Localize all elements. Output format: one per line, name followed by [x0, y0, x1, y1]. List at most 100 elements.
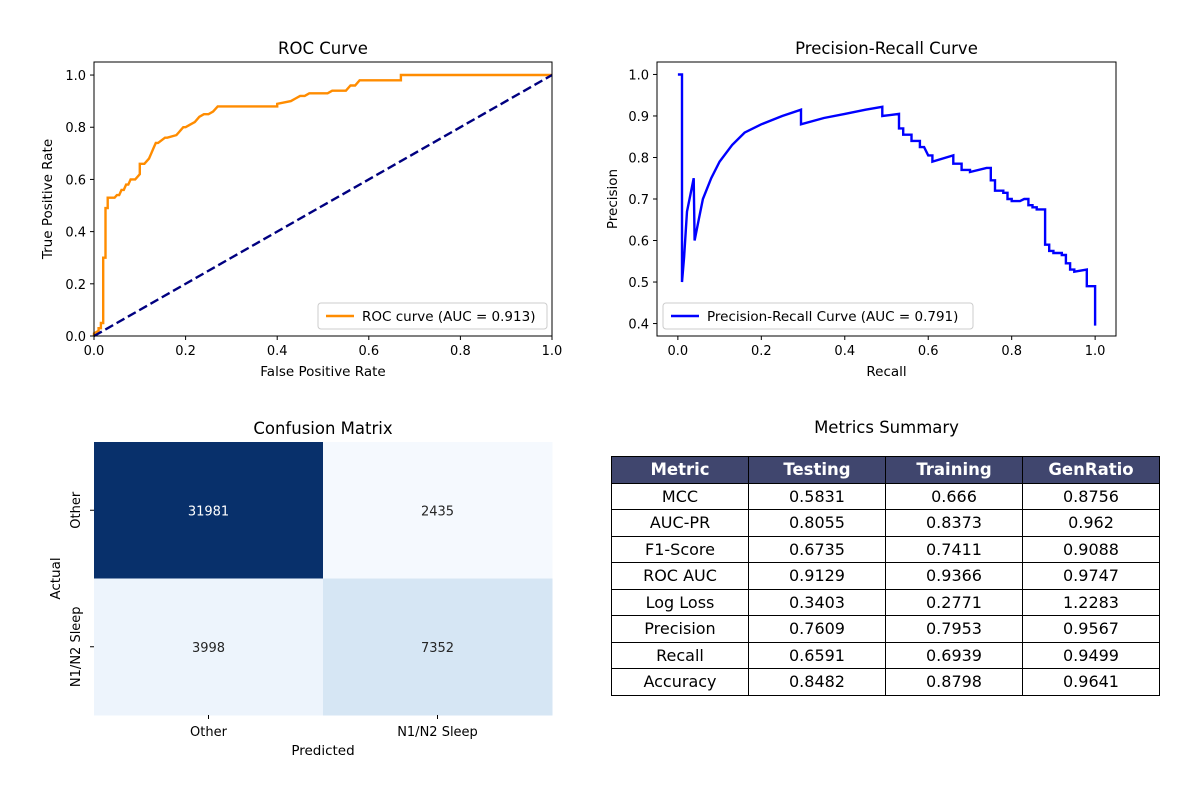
metrics-cell: 0.8482 — [748, 668, 886, 696]
metrics-cell: MCC — [611, 482, 749, 510]
metrics-cell: 0.9088 — [1022, 535, 1160, 563]
metrics-cell: 0.3403 — [748, 588, 886, 616]
pr-ylabel: Precision — [605, 169, 621, 229]
metrics-cell: 0.666 — [885, 482, 1023, 510]
metrics-row: Precision 0.7609 0.7953 0.9567 — [611, 615, 1160, 643]
metrics-summary-title: Metrics Summary — [814, 418, 959, 437]
roc-ytick-label: 1.0 — [65, 69, 86, 84]
roc-legend-box — [317, 302, 548, 330]
metrics-cell: 0.8756 — [1022, 482, 1160, 510]
cm-cell — [94, 578, 324, 716]
roc-series-chance-line — [93, 73, 553, 338]
metrics-row: ROC AUC 0.9129 0.9366 0.9747 — [611, 562, 1160, 590]
metrics-table: Metric Testing Training GenRatio MCC 0.5831 0.… — [611, 456, 1160, 696]
cm-ylabel: Actual — [48, 557, 64, 599]
pr-xlabel: Recall — [866, 364, 906, 380]
cm-cell-value: 7352 — [421, 641, 454, 656]
metrics-cell: 0.8798 — [885, 668, 1023, 696]
cm-cell — [323, 578, 553, 716]
metrics-cell: 0.6735 — [748, 535, 886, 563]
metrics-cell: 1.2283 — [1022, 588, 1160, 616]
roc-title: ROC Curve — [278, 39, 368, 58]
metrics-cell: 0.6939 — [885, 641, 1023, 669]
metrics-cell: 0.7953 — [885, 615, 1023, 643]
pr-xtick-label: 0.6 — [918, 344, 939, 359]
pr-xtick-label: 0.2 — [751, 344, 772, 359]
metrics-cell: AUC-PR — [611, 509, 749, 537]
metrics-cell: 0.9641 — [1022, 668, 1160, 696]
cm-xtick-label: N1/N2 Sleep — [397, 725, 478, 740]
cm-title: Confusion Matrix — [253, 419, 393, 438]
metrics-row: Recall 0.6591 0.6939 0.9499 — [611, 641, 1160, 669]
pr-ytick-label: 0.6 — [628, 235, 649, 250]
roc-ylabel: True Positive Rate — [40, 139, 56, 260]
pr-ytick-label: 0.8 — [628, 151, 649, 166]
roc-series-curve — [92, 73, 552, 336]
roc-ytick-label: 0.8 — [65, 121, 86, 136]
metrics-cell: 0.6591 — [748, 641, 886, 669]
metrics-cell: 0.9499 — [1022, 641, 1160, 669]
metrics-row: F1-Score 0.6735 0.7411 0.9088 — [611, 535, 1160, 563]
pr-title: Precision-Recall Curve — [795, 39, 978, 58]
metrics-header-cell: GenRatio — [1022, 456, 1160, 484]
metrics-cell: 0.9366 — [885, 562, 1023, 590]
pr-xtick-label: 1.0 — [1085, 344, 1106, 359]
metrics-cell: 0.7609 — [748, 615, 886, 643]
pr-series-curve — [677, 73, 1097, 326]
metrics-header-cell: Training — [885, 456, 1023, 484]
pr-legend-label: Precision-Recall Curve (AUC = 0.791) — [707, 309, 958, 325]
metrics-row: MCC 0.5831 0.666 0.8756 — [611, 482, 1160, 510]
pr-ytick-label: 0.9 — [628, 110, 649, 125]
roc-ytick-label: 0.0 — [65, 330, 86, 345]
cm-cell — [323, 442, 553, 579]
roc-xlabel: False Positive Rate — [260, 364, 385, 380]
roc-legend-label: ROC curve (AUC = 0.913) — [362, 309, 535, 325]
roc-ytick-label: 0.4 — [65, 226, 86, 241]
metrics-cell: 0.8373 — [885, 509, 1023, 537]
cm-cell-value: 3998 — [192, 641, 225, 656]
metrics-cell: Accuracy — [611, 668, 749, 696]
pr-xtick-label: 0.8 — [1001, 344, 1022, 359]
roc-xtick-label: 1.0 — [542, 344, 563, 359]
cm-xtick-label: Other — [190, 725, 228, 740]
metrics-cell: 0.5831 — [748, 482, 886, 510]
metrics-cell: 0.2771 — [885, 588, 1023, 616]
cm-ytick-label: N1/N2 Sleep — [69, 606, 84, 687]
metrics-cell: Log Loss — [611, 588, 749, 616]
metrics-header-cell: Metric — [611, 456, 749, 484]
metrics-cell: Recall — [611, 641, 749, 669]
metrics-cell: 0.962 — [1022, 509, 1160, 537]
cm-cell-value: 31981 — [188, 504, 229, 519]
pr-ytick-label: 0.5 — [628, 276, 649, 291]
roc-axes-frame — [93, 61, 553, 337]
metrics-row: Accuracy 0.8482 0.8798 0.9641 — [611, 668, 1160, 696]
pr-xtick-label: 0.4 — [834, 344, 855, 359]
roc-ytick-label: 0.6 — [65, 173, 86, 188]
pr-xtick-label: 0.0 — [668, 344, 689, 359]
roc-xtick-label: 0.4 — [267, 344, 288, 359]
roc-ytick-label: 0.2 — [65, 278, 86, 293]
roc-xtick-label: 0.8 — [450, 344, 471, 359]
metrics-cell: 0.9567 — [1022, 615, 1160, 643]
roc-xtick-label: 0.6 — [358, 344, 379, 359]
cm-ytick-label: Other — [69, 491, 84, 529]
metrics-cell: F1-Score — [611, 535, 749, 563]
metrics-cell: 0.8055 — [748, 509, 886, 537]
metrics-cell: 0.9747 — [1022, 562, 1160, 590]
metrics-cell: 0.7411 — [885, 535, 1023, 563]
roc-xtick-label: 0.0 — [84, 344, 105, 359]
roc-xtick-label: 0.2 — [175, 344, 196, 359]
metrics-cell: ROC AUC — [611, 562, 749, 590]
pr-axes-frame — [656, 61, 1117, 337]
metrics-cell: 0.9129 — [748, 562, 886, 590]
metrics-header-cell: Testing — [748, 456, 886, 484]
metrics-header-row: Metric Testing Training GenRatio — [611, 456, 1160, 484]
pr-legend-box — [662, 302, 974, 330]
pr-ytick-label: 0.4 — [628, 318, 649, 333]
pr-ytick-label: 0.7 — [628, 193, 649, 208]
pr-ytick-label: 1.0 — [628, 68, 649, 83]
cm-cell — [94, 442, 324, 579]
cm-cell-value: 2435 — [421, 504, 454, 519]
metrics-row: Log Loss 0.3403 0.2771 1.2283 — [611, 588, 1160, 616]
